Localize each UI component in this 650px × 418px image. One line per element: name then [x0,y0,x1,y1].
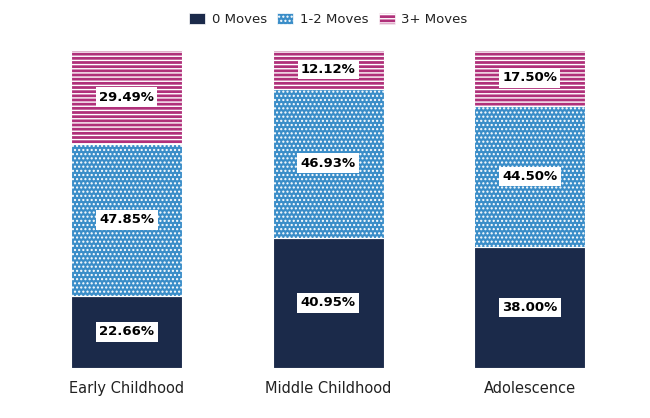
Text: 40.95%: 40.95% [301,296,356,309]
Text: 46.93%: 46.93% [301,157,356,170]
Text: 12.12%: 12.12% [301,63,356,76]
Text: 17.50%: 17.50% [502,71,557,84]
Bar [474,106,585,247]
Text: 47.85%: 47.85% [99,213,154,227]
Bar [474,247,585,368]
Text: 22.66%: 22.66% [99,325,154,338]
Legend: 0 Moves, 1-2 Moves, 3+ Moves: 0 Moves, 1-2 Moves, 3+ Moves [185,9,471,30]
Bar [273,238,384,368]
Bar [474,50,585,106]
Bar [72,296,182,368]
Bar [273,50,384,89]
Bar [72,144,182,296]
Bar [72,50,182,144]
Text: 38.00%: 38.00% [502,301,558,314]
Text: 44.50%: 44.50% [502,170,557,183]
Text: 29.49%: 29.49% [99,91,154,104]
Bar [273,89,384,238]
